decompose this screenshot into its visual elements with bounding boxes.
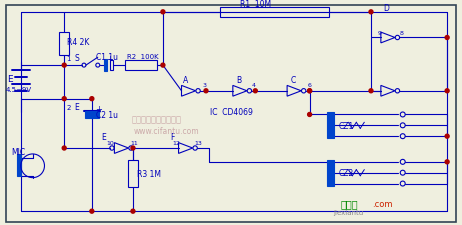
Text: B: B [236, 76, 241, 85]
Text: 4.5~9V: 4.5~9V [6, 86, 32, 92]
Text: +: + [95, 105, 102, 114]
Text: .com: .com [372, 199, 393, 208]
Bar [327, 160, 334, 186]
Text: 10: 10 [107, 140, 114, 145]
Text: 4: 4 [251, 83, 255, 88]
Text: E: E [7, 75, 12, 84]
Circle shape [308, 113, 311, 117]
Text: CZ1: CZ1 [339, 121, 354, 130]
Text: +: + [106, 54, 113, 63]
Text: C: C [290, 76, 296, 85]
Text: 8: 8 [400, 31, 404, 36]
Text: E: E [102, 132, 106, 141]
Text: F: F [170, 132, 174, 141]
Circle shape [62, 64, 66, 68]
Text: 6: 6 [308, 83, 311, 88]
Circle shape [62, 97, 66, 101]
Circle shape [445, 89, 449, 93]
Text: C1 1u: C1 1u [96, 52, 118, 61]
Text: 3: 3 [202, 83, 206, 88]
Text: D: D [383, 4, 389, 13]
Bar [59, 32, 69, 56]
Bar [128, 160, 138, 188]
Circle shape [161, 64, 165, 68]
Text: A: A [182, 76, 188, 85]
Circle shape [204, 89, 208, 93]
Circle shape [308, 89, 311, 93]
Bar [85, 111, 99, 119]
Text: S: S [74, 54, 79, 63]
Circle shape [369, 11, 373, 15]
Circle shape [90, 209, 94, 213]
Text: R3 1M: R3 1M [137, 169, 161, 178]
Circle shape [369, 89, 373, 93]
Text: 2: 2 [66, 104, 71, 110]
Bar [109, 61, 113, 71]
Bar [103, 60, 107, 72]
Text: R4 2K: R4 2K [67, 38, 90, 47]
Text: jiexiantu: jiexiantu [334, 209, 364, 215]
Circle shape [308, 89, 311, 93]
Text: 1: 1 [66, 56, 71, 62]
Circle shape [161, 11, 165, 15]
Bar [125, 61, 157, 71]
Text: www.cifantu.com: www.cifantu.com [134, 126, 199, 135]
Text: MIC: MIC [11, 148, 25, 157]
Bar [327, 113, 334, 139]
Circle shape [131, 209, 135, 213]
Circle shape [445, 160, 449, 164]
Text: 11: 11 [130, 140, 138, 145]
Circle shape [445, 135, 449, 139]
Text: 杭州精瓒科技有限公司: 杭州精瓒科技有限公司 [131, 114, 181, 123]
Text: 12: 12 [173, 140, 181, 145]
Bar [220, 8, 328, 18]
Circle shape [445, 36, 449, 40]
Circle shape [131, 146, 135, 150]
Text: E: E [74, 103, 79, 112]
Text: R2  100K: R2 100K [128, 54, 159, 60]
Text: 13: 13 [195, 140, 202, 145]
Circle shape [253, 89, 257, 93]
Circle shape [62, 146, 66, 150]
Text: R1  10M: R1 10M [240, 0, 271, 9]
Text: C2 1u: C2 1u [96, 110, 118, 119]
Text: IC  CD4069: IC CD4069 [210, 108, 253, 117]
Text: 接线图: 接线图 [340, 198, 358, 208]
Text: 9: 9 [378, 31, 382, 36]
Circle shape [90, 97, 94, 101]
Bar [17, 154, 21, 176]
Text: CZ2: CZ2 [339, 169, 354, 177]
